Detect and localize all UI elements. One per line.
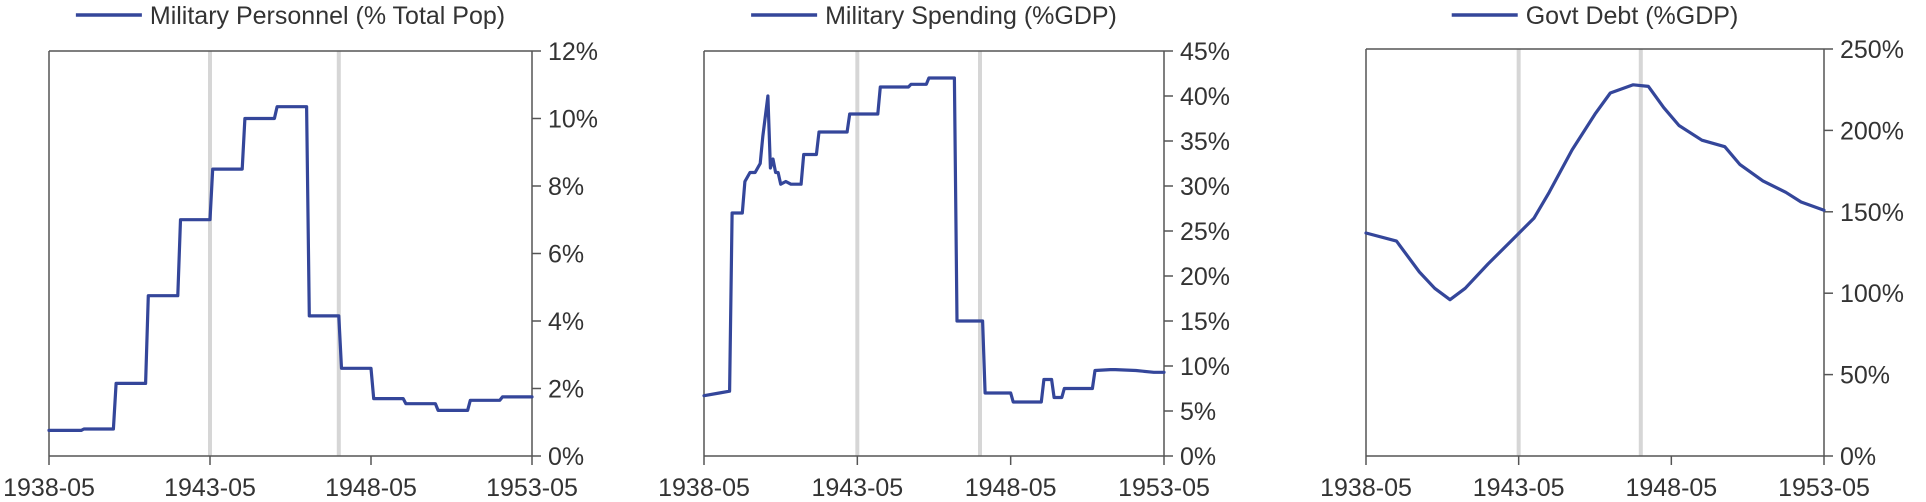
legend-label: Military Spending (%GDP) [825, 2, 1117, 30]
x-tick-label: 1953-05 [486, 474, 578, 502]
y-tick-label: 6% [548, 241, 584, 269]
legend: Govt Debt (%GDP) [1451, 2, 1739, 30]
y-tick-label: 35% [1180, 128, 1230, 156]
x-tick-label: 1953-05 [1118, 474, 1210, 502]
y-tick-label: 50% [1840, 362, 1890, 390]
y-tick-label: 25% [1180, 218, 1230, 246]
y-tick-label: 20% [1180, 263, 1230, 291]
y-tick-label: 0% [1180, 443, 1216, 471]
x-tick-label: 1938-05 [658, 474, 750, 502]
y-tick-label: 12% [548, 38, 598, 66]
y-tick-label: 150% [1840, 199, 1904, 227]
legend: Military Spending (%GDP) [751, 2, 1117, 30]
y-tick-label: 0% [548, 443, 584, 471]
x-tick-label: 1948-05 [325, 474, 417, 502]
y-tick-label: 5% [1180, 398, 1216, 426]
y-tick-label: 250% [1840, 36, 1904, 64]
y-tick-label: 30% [1180, 173, 1230, 201]
legend: Military Personnel (% Total Pop) [75, 2, 505, 30]
x-tick-label: 1943-05 [811, 474, 903, 502]
x-tick-label: 1943-05 [164, 474, 256, 502]
chart-govt-debt: 0% 50% 100% 150% 200% 250% 1938-05 1943-05 1948-… [1320, 2, 1904, 502]
y-tick-label: 10% [548, 106, 598, 134]
y-tick-label: 200% [1840, 117, 1904, 145]
series-line-0 [1364, 83, 1826, 302]
y-tick-label: 2% [548, 376, 584, 404]
x-tick-label: 1938-05 [3, 474, 95, 502]
x-tick-label: 1953-05 [1778, 474, 1870, 502]
y-tick-label: 100% [1840, 280, 1904, 308]
y-tick-label: 10% [1180, 353, 1230, 381]
x-tick-label: 1938-05 [1320, 474, 1412, 502]
x-tick-label: 1948-05 [1625, 474, 1717, 502]
y-tick-label: 8% [548, 173, 584, 201]
legend-label: Military Personnel (% Total Pop) [150, 2, 505, 30]
series-line-0 [47, 105, 534, 432]
y-tick-label: 45% [1180, 38, 1230, 66]
y-tick-label: 4% [548, 308, 584, 336]
legend-label: Govt Debt (%GDP) [1526, 2, 1739, 30]
x-tick-label: 1948-05 [965, 474, 1057, 502]
y-tick-label: 0% [1840, 443, 1876, 471]
x-tick-label: 1943-05 [1473, 474, 1565, 502]
y-tick-label: 15% [1180, 308, 1230, 336]
chart-military-personnel: 0% 2% 4% 6% 8% 10% 12% 1938-05 1943-05 1948-05 195… [3, 2, 598, 502]
y-tick-label: 40% [1180, 83, 1230, 111]
chart-military-spending: 0% 5% 10% 15% 20% 25% 30% 35% 40% 45% 1938-05 1943-… [658, 2, 1230, 502]
series-line-0 [702, 76, 1166, 404]
